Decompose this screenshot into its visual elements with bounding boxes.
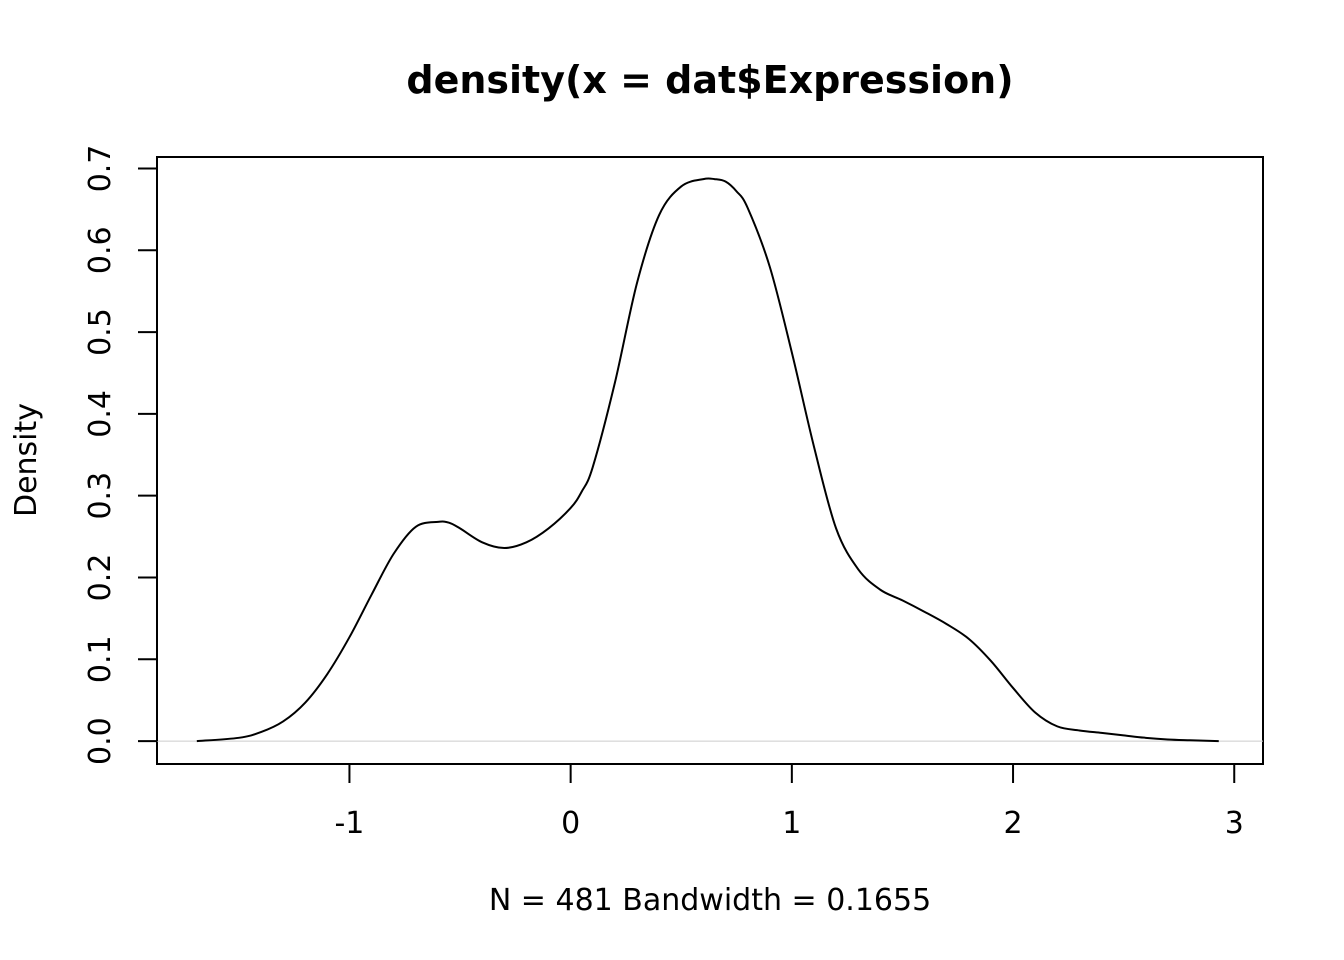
y-tick-label: 0.3 [83,472,118,520]
y-axis-label: Density [9,403,44,517]
y-tick-label: 0.4 [83,390,118,438]
x-tick-label: 3 [1225,806,1244,841]
density-curve [196,177,1219,743]
x-tick-label: -1 [334,806,364,841]
x-tick-label: 2 [1003,806,1022,841]
y-tick-label: 0.0 [83,717,118,765]
y-tick-label: 0.7 [83,145,118,193]
plot-frame [156,156,1264,765]
x-axis-label: N = 481 Bandwidth = 0.1655 [489,883,931,918]
chart-title: density(x = dat$Expression) [406,58,1013,102]
x-tick-label: 0 [561,806,580,841]
x-tick-label: 1 [782,806,801,841]
y-tick-label: 0.1 [83,635,118,683]
y-tick-label: 0.6 [83,226,118,274]
y-tick-label: 0.2 [83,554,118,602]
y-tick-label: 0.5 [83,308,118,356]
